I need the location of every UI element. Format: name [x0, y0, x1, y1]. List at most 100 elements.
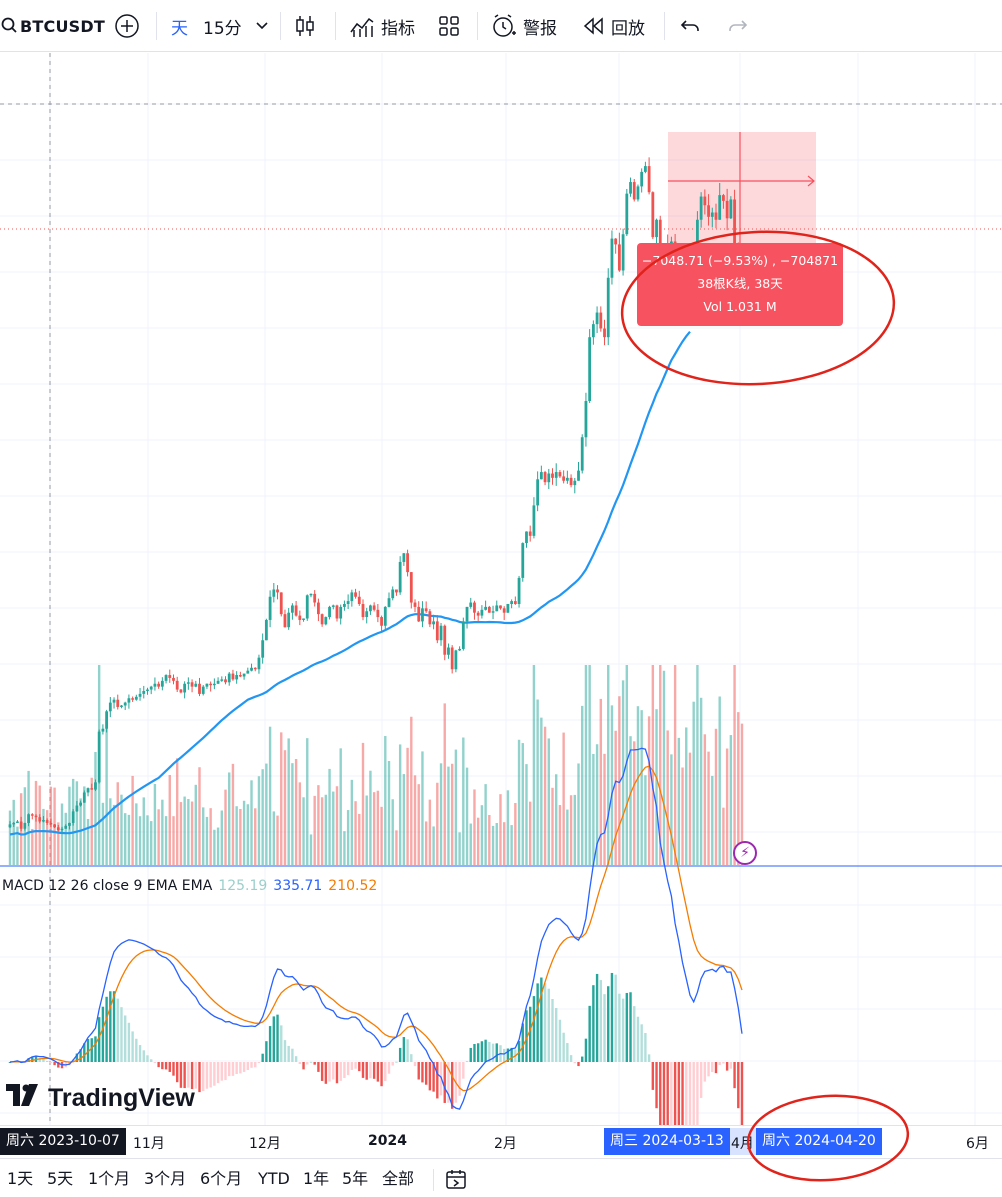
candle-body	[268, 596, 272, 620]
macd-hist-bar	[584, 1038, 588, 1062]
alert-button[interactable]: 警报	[491, 0, 557, 52]
volume-bar	[153, 783, 157, 865]
candle	[42, 815, 45, 823]
compare-button[interactable]	[114, 0, 140, 52]
macd-hist-bar	[659, 1062, 662, 1125]
volume-bar	[555, 774, 558, 865]
macd-hist-bar	[190, 1062, 194, 1090]
volume-bar	[521, 743, 524, 865]
macd-hist-bar	[202, 1062, 205, 1092]
macd-hist-bar	[588, 1005, 591, 1062]
time-axis[interactable]: 周六 2023-10-07 11月 12月 2024 2月 4月 6月 周三 2…	[0, 1125, 1002, 1157]
candle-body	[183, 683, 187, 693]
macd-hist-bar	[268, 1026, 272, 1062]
macd-hist-bar	[525, 1010, 528, 1062]
macd-hist-bar	[677, 1062, 681, 1125]
volume-bar	[272, 811, 276, 865]
candle	[651, 191, 655, 240]
measure-box[interactable]	[668, 132, 816, 245]
range-1d-button[interactable]: 1天	[7, 1169, 34, 1188]
macd-hist-bar	[302, 1062, 305, 1070]
candle	[454, 649, 458, 673]
indicators-button[interactable]: 指标	[349, 0, 415, 52]
volume-bar	[529, 801, 532, 865]
candle	[591, 320, 595, 345]
volume-bar	[417, 784, 420, 865]
macd-hist-bar	[272, 1016, 276, 1062]
macd-hist-bar	[328, 1062, 331, 1082]
candle-body	[595, 312, 599, 325]
candle-body	[562, 476, 566, 481]
volume-bar	[402, 774, 406, 865]
candle-body	[506, 604, 510, 613]
candle-body	[253, 667, 257, 670]
range-ytd-button[interactable]: YTD	[258, 1169, 290, 1188]
replay-button[interactable]: 回放	[583, 0, 645, 52]
range-5d-button[interactable]: 5天	[47, 1169, 74, 1188]
goto-date-button[interactable]	[444, 1160, 468, 1197]
volume-bar	[707, 751, 710, 865]
candle-body	[699, 196, 703, 220]
candle-body	[565, 477, 569, 481]
tradingview-logo[interactable]: TradingView	[6, 1084, 195, 1113]
volume-bar	[636, 706, 640, 865]
volume-bar	[239, 808, 242, 865]
range-all-button[interactable]: 全部	[382, 1169, 415, 1188]
range-1m-button[interactable]: 1个月	[88, 1169, 131, 1188]
macd-hist-bar	[369, 1062, 372, 1079]
macd-hist-bar	[97, 1017, 101, 1062]
indicators-label: 指标	[381, 18, 415, 39]
macd-hist-bar	[213, 1062, 216, 1086]
volume-bar	[491, 825, 495, 865]
volume-bar	[228, 772, 231, 865]
candle	[168, 669, 172, 683]
candle-body	[640, 171, 644, 187]
candle	[409, 571, 413, 609]
volume-bar	[473, 789, 476, 865]
volume-bar	[607, 665, 610, 865]
macd-hist-bar	[261, 1053, 264, 1062]
candle-body	[257, 657, 261, 670]
candle-body	[387, 598, 391, 607]
candle	[250, 663, 253, 672]
chart-type-button[interactable]	[294, 0, 316, 52]
undo-button[interactable]	[680, 0, 702, 52]
interval-dropdown[interactable]: 15分	[203, 0, 268, 52]
candle-body	[328, 606, 331, 618]
candle-body	[547, 473, 551, 483]
range-5y-button[interactable]: 5年	[342, 1169, 369, 1188]
toolbar-divider	[664, 12, 665, 40]
date-range-bar: 1天 5天 1个月 3个月 6个月 YTD 1年 5年 全部	[0, 1158, 1002, 1197]
price-chart[interactable]	[0, 53, 1002, 1125]
candle-body	[725, 200, 729, 219]
candle-body	[584, 401, 588, 438]
volume-bar	[365, 795, 368, 865]
volume-bar	[614, 730, 617, 865]
volume-bar	[380, 806, 383, 865]
volume-bar	[733, 665, 736, 865]
volume-bar	[60, 803, 64, 865]
volume-bar	[198, 767, 201, 865]
lightning-icon[interactable]: ⚡	[733, 841, 757, 865]
candle	[60, 826, 64, 833]
candle-body	[502, 608, 506, 613]
candle-body	[487, 606, 491, 613]
candle	[417, 601, 421, 623]
symbol-search[interactable]: BTCUSDT	[0, 0, 105, 52]
macd-legend[interactable]: MACD 12 26 close 9 EMA EMA 125.19 335.71…	[2, 878, 377, 894]
range-1y-button[interactable]: 1年	[303, 1169, 330, 1188]
macd-hist-bar	[543, 983, 547, 1062]
candle-body	[473, 602, 476, 613]
macd-hist-bar	[283, 1040, 287, 1062]
range-3m-button[interactable]: 3个月	[144, 1169, 187, 1188]
chart-pane[interactable]	[0, 53, 1002, 1125]
volume-bar	[581, 705, 584, 865]
layouts-button[interactable]	[438, 0, 460, 52]
volume-bar	[517, 739, 521, 865]
candle-body	[164, 675, 168, 681]
interval-day-button[interactable]: 天	[171, 18, 188, 39]
redo-button[interactable]	[726, 0, 748, 52]
range-6m-button[interactable]: 6个月	[200, 1169, 243, 1188]
candle-body	[264, 619, 268, 641]
candles	[8, 157, 744, 833]
